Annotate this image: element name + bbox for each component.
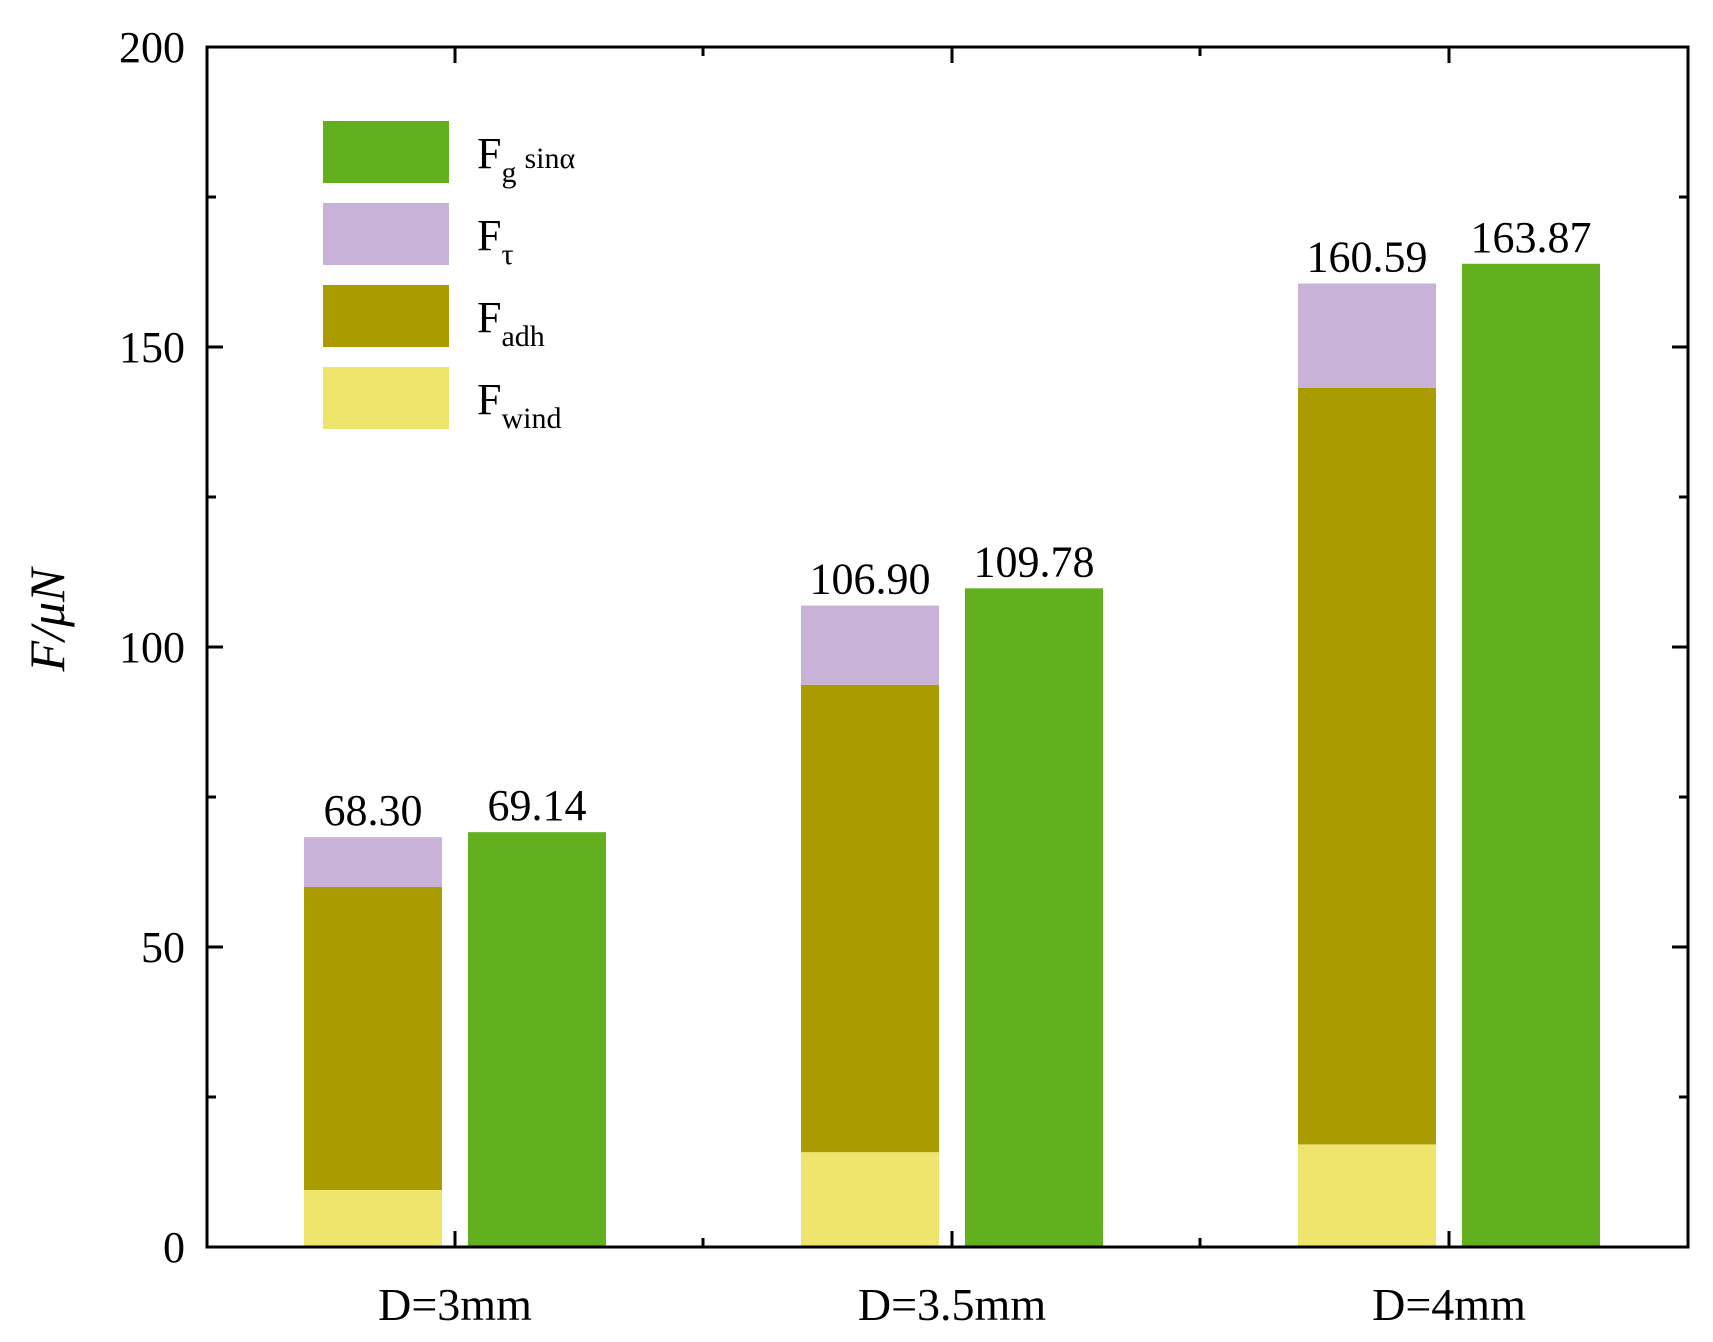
axes-layer (205, 45, 1690, 1249)
legend-label-subscript: wind (501, 402, 561, 435)
legend-swatch-wind (323, 367, 449, 429)
bar-segment-wind-3 (1298, 1144, 1436, 1247)
stack-total-label: 160.59 (1307, 232, 1428, 281)
single-bar-label: 69.14 (488, 781, 587, 830)
y-tick-label: 200 (119, 23, 185, 72)
legend-label-wind: Fwind (477, 375, 561, 435)
stack-total-label: 68.30 (324, 786, 423, 835)
bar-segment-τ-2 (801, 605, 939, 685)
bars-layer (304, 263, 1600, 1247)
x-tick-label: D=3.5mm (858, 1279, 1046, 1330)
bar-fg-sin-alpha-3 (1462, 263, 1600, 1247)
legend-swatch-g (323, 121, 449, 183)
single-bar-label: 163.87 (1471, 213, 1592, 262)
bar-segment-τ-3 (1298, 283, 1436, 388)
labels-layer: 68.30 69.14 D=3mm 106.90 109.78 D=3.5mm 160.59… (119, 23, 1592, 1330)
y-tick-label: 0 (163, 1223, 185, 1272)
x-tick-label: D=4mm (1372, 1279, 1526, 1330)
legend-label-subscript: g (501, 156, 516, 189)
y-tick-label: 100 (119, 623, 185, 672)
bar-segment-wind-2 (801, 1152, 939, 1247)
y-tick-label: 50 (141, 923, 185, 972)
bar-fg-sin-alpha-1 (468, 832, 606, 1247)
legend-label-main: F (477, 293, 501, 342)
stack-total-label: 106.90 (810, 555, 931, 604)
bar-segment-adh-3 (1298, 387, 1436, 1145)
bar-segment-adh-2 (801, 684, 939, 1153)
legend-label-subscript: τ (501, 238, 513, 271)
y-tick-label: 150 (119, 323, 185, 372)
bar-segment-wind-1 (304, 1190, 442, 1247)
legend-label-τ: Fτ (477, 211, 514, 271)
legend-swatch-τ (323, 203, 449, 265)
legend-label-suffix: sinα (524, 142, 575, 175)
bar-segment-τ-1 (304, 837, 442, 887)
legend-label-g: Fg sinα (477, 129, 575, 189)
single-bar-label: 109.78 (974, 537, 1095, 586)
bar-fg-sin-alpha-2 (965, 588, 1103, 1247)
legend-label-subscript: adh (501, 320, 544, 353)
legend-label-adh: Fadh (477, 293, 545, 353)
bar-segment-adh-1 (304, 887, 442, 1190)
legend-swatch-adh (323, 285, 449, 347)
x-tick-label: D=3mm (378, 1279, 532, 1330)
y-axis-title: F/μN (19, 566, 75, 673)
legend-label-main: F (477, 129, 501, 178)
legend-label-main: F (477, 211, 501, 260)
legend-label-main: F (477, 375, 501, 424)
